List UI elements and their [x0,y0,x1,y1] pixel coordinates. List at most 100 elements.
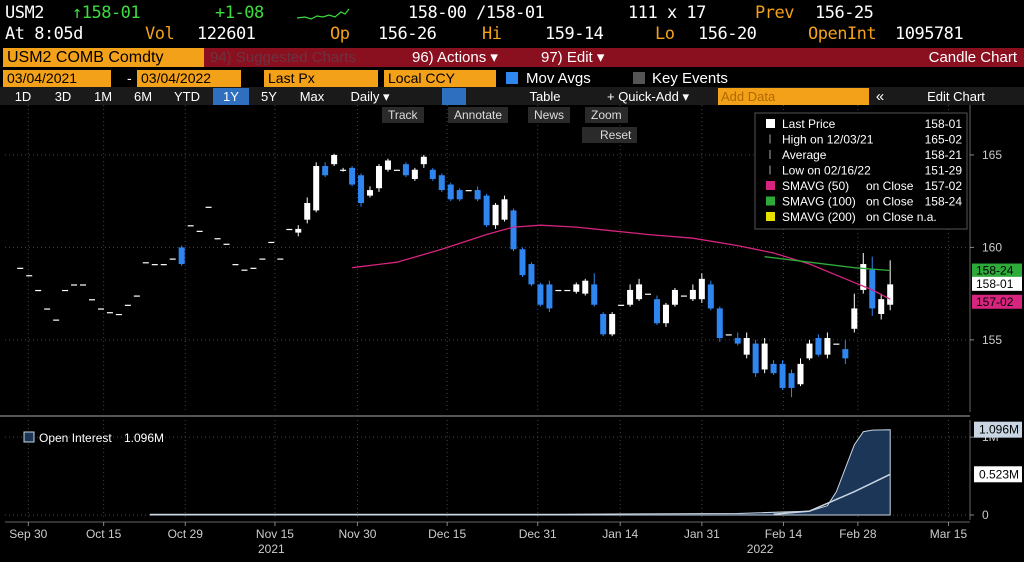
checkbox[interactable] [506,72,518,84]
candle-body [662,304,669,324]
key-events[interactable]: Key Events [652,70,728,87]
start-date[interactable]: 03/04/2021 [3,70,111,87]
legend-field: on Close [866,179,914,193]
candle-body [474,190,481,200]
menu[interactable]: 97) Edit ▾ [535,48,631,67]
candle-body [806,343,813,359]
security[interactable]: USM2 COMB Comdty [3,48,205,67]
candle-body [151,264,158,266]
range-button[interactable]: Max [299,89,325,104]
price-tag [972,263,1022,278]
candle-body [752,343,759,374]
chart-tool[interactable]: News [528,107,571,123]
candle-body [250,267,257,269]
candle-body [573,284,580,292]
candle-body [358,175,365,204]
candle-body [349,167,356,185]
legend-value: 151-29 [925,164,963,178]
date-dash: - [127,70,132,86]
moving-average-line [352,224,891,300]
candle-body [546,284,553,309]
range-button[interactable]: YTD [174,89,200,104]
collapse[interactable]: « [875,88,885,105]
range-button[interactable]: 5Y [261,89,277,104]
quick-add[interactable]: + Quick-Add ▾ [606,89,690,104]
candle-body [44,308,51,310]
vol-label: Vol [145,24,175,44]
legend-label: SMAVG (200) [782,210,856,224]
x-tick-label: Oct 15 [86,527,122,541]
legend-swatch [766,181,775,190]
candle-body [528,264,535,285]
legend-label: Average [782,148,827,162]
currency[interactable]: Local CCY [384,70,496,87]
value-tag-label: 0.523M [979,467,1019,481]
candle-body [367,190,374,196]
price-tag-label: 157-02 [976,295,1014,309]
chart-kind[interactable]: Candle Chart [631,48,1024,67]
ticker: USM2 [5,3,44,23]
candle-body [860,264,867,290]
range-button[interactable]: 6M [133,89,153,104]
candle-body [815,338,822,355]
price-tag-label: 158-24 [976,264,1014,278]
op: 156-26 [378,24,437,44]
end-date[interactable]: 03/04/2022 [137,70,241,87]
reset[interactable]: Reset [582,127,638,143]
candle-body [725,334,732,336]
moving-average-line [764,256,891,272]
legend-swatch [766,119,775,128]
chart-tool[interactable]: Track [382,107,424,123]
x-tick-label: Feb 14 [765,527,803,541]
checkbox[interactable] [633,72,645,84]
candle-body [259,258,266,260]
candle-body [232,264,239,266]
legend-value: 1.096M [124,431,164,445]
candle-body [833,343,840,345]
candle-body [645,293,652,295]
edit-chart[interactable]: Edit Chart [927,89,985,104]
lo-label: Lo [655,24,675,44]
range-button[interactable]: 1D [14,89,32,104]
value-tag [974,466,1022,483]
prev: 156-25 [815,3,874,23]
legend-field: on Close n.a. [866,210,937,224]
chart-tool[interactable]: Annotate [448,107,509,123]
sparkline-icon [297,8,350,20]
candle-body [277,258,284,260]
candle-body [734,338,741,344]
candle-body [689,289,696,300]
range-button[interactable]: 1M [93,89,113,104]
table[interactable]: Table [529,89,561,104]
period[interactable]: Daily ▾ [350,89,390,104]
candle-body [438,175,445,191]
range-button[interactable]: 1Y [213,88,249,105]
add-data[interactable]: Add Data [718,88,869,105]
y-tick-label: 155 [982,333,1002,347]
op-label: Op [330,24,350,44]
candle-body [304,203,311,220]
range-button[interactable]: 3D [54,89,72,104]
candle-body [71,284,78,286]
x-tick-label: Feb 28 [839,527,877,541]
time: At 8:05d [5,24,83,44]
x-tick-label: Dec 31 [519,527,557,541]
candle-body [501,199,508,220]
x-tick-label: Sep 30 [9,527,47,541]
menu[interactable]: 94) Suggested Charts [204,48,408,67]
candle-body [411,169,418,179]
mov-avgs[interactable]: Mov Avgs [526,70,591,87]
menu[interactable]: 96) Actions ▾ [406,48,536,67]
field[interactable]: Last Px [264,70,378,87]
candle-body [313,166,320,211]
candle-body [35,289,42,292]
candle-icon[interactable] [442,88,466,105]
candle-body [519,249,526,276]
candle-body [142,262,149,264]
candle-body [797,363,804,385]
value-tag [974,421,1022,438]
legend-label: Low on 02/16/22 [782,164,871,178]
price-tag-label: 158-01 [976,277,1014,291]
chart-tool[interactable]: Zoom [585,107,628,123]
candle-body [187,225,194,227]
